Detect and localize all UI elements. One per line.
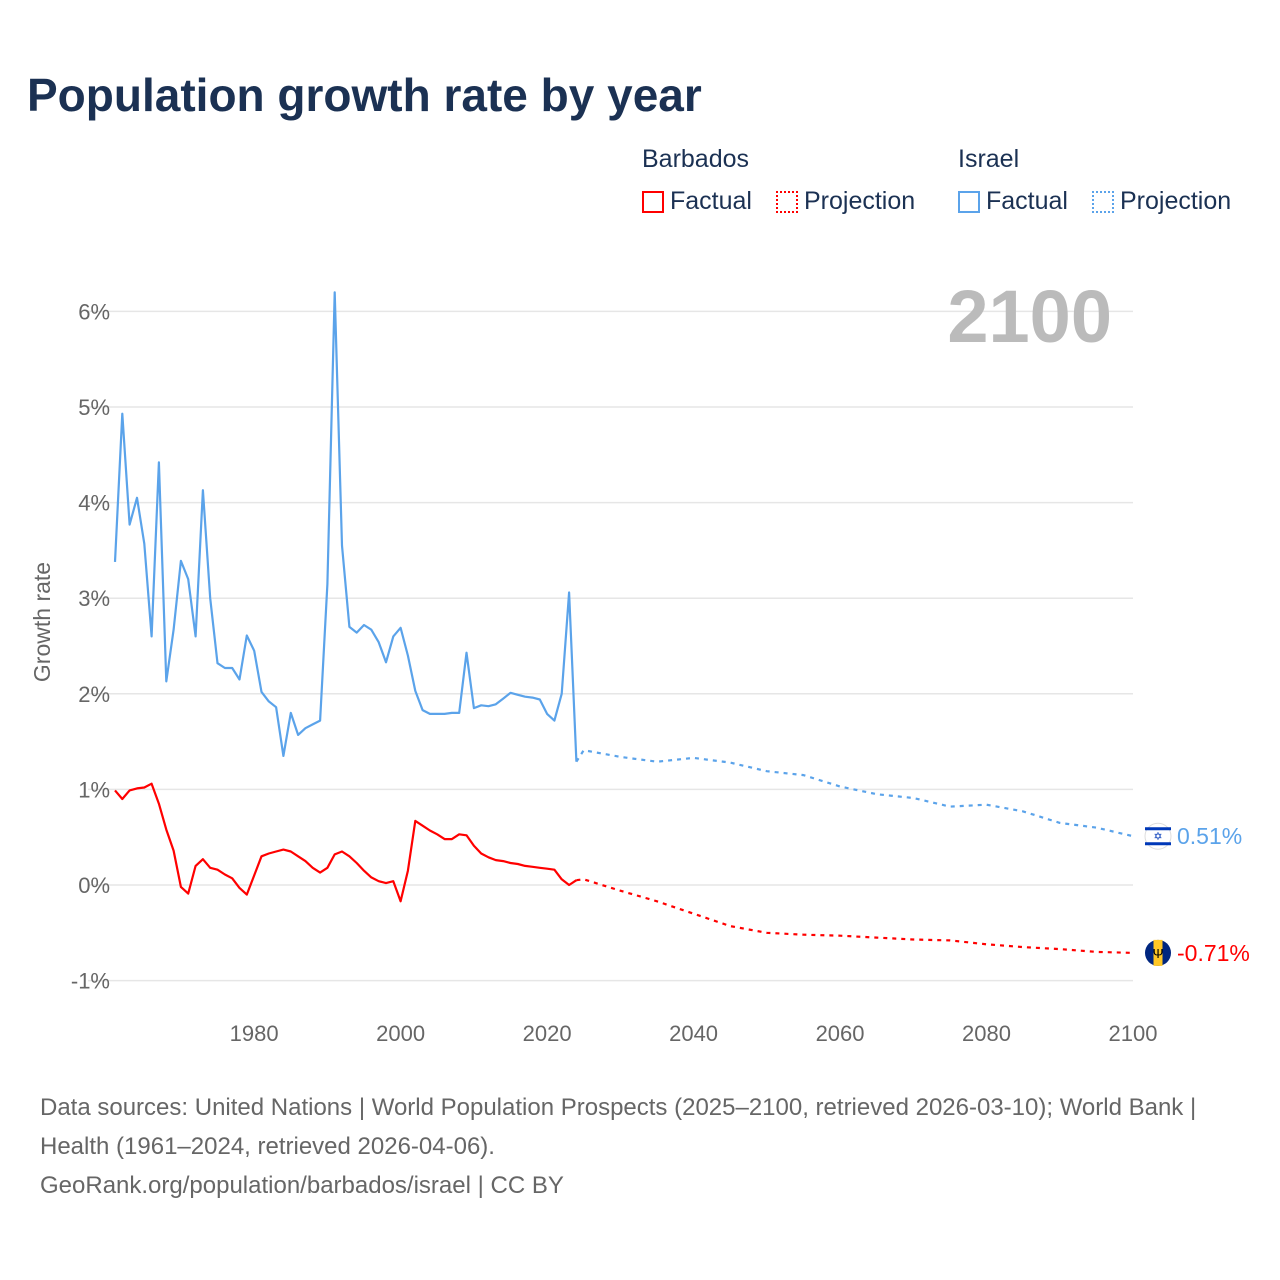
sources-text: Data sources: United Nations | World Pop…: [40, 1088, 1240, 1205]
legend-group-barbados: Barbados: [642, 145, 750, 173]
barbados-end-label: -0.71%: [1177, 940, 1250, 966]
legend-label: Factual: [986, 187, 1068, 215]
solid-swatch-icon: [958, 190, 980, 213]
israel-factual-line: [113, 291, 578, 762]
year-label: 2100: [947, 275, 1112, 358]
y-tick-label: 3%: [78, 586, 110, 611]
solid-swatch-icon: [642, 190, 664, 213]
y-tick-label: 1%: [78, 777, 110, 802]
legend-barbados-factual[interactable]: Factual: [642, 187, 752, 216]
barbados-flag-icon: Ψ: [1145, 939, 1171, 966]
barbados-projection-line: [576, 878, 1134, 954]
dotted-swatch-icon: [1092, 190, 1114, 213]
x-tick-label: 1980: [230, 1021, 279, 1046]
data-sources: Data sources: United Nations | World Pop…: [40, 1094, 1197, 1160]
barbados-factual-line: [114, 782, 578, 903]
legend-israel-factual[interactable]: Factual: [958, 187, 1068, 216]
y-tick-label: -1%: [71, 969, 110, 994]
dotted-swatch-icon: [776, 190, 798, 213]
chart-title: Population growth rate by year: [27, 69, 702, 121]
x-tick-label: 2100: [1109, 1021, 1158, 1046]
x-tick-label: 2020: [523, 1021, 572, 1046]
y-tick-label: 4%: [78, 491, 110, 516]
x-tick-label: 2040: [669, 1021, 718, 1046]
y-tick-label: 6%: [78, 299, 110, 324]
legend-label: Projection: [1120, 187, 1232, 215]
legend-group-israel: Israel: [958, 145, 1020, 173]
legend-label: Factual: [670, 187, 752, 215]
x-tick-label: 2080: [962, 1021, 1011, 1046]
legend-barbados-projection[interactable]: Projection: [776, 187, 915, 216]
y-tick-label: 2%: [78, 682, 110, 707]
israel-flag-icon: ✡: [1144, 822, 1172, 850]
line-chart: -1% 0% 1% 2% 3% 4% 5% 6% 1980 2000 2020 2040 2060 208…: [29, 275, 1250, 1046]
svg-text:✡: ✡: [1153, 831, 1162, 843]
legend-label: Projection: [804, 187, 916, 215]
y-axis-label: Growth rate: [29, 562, 55, 682]
legend-israel-projection[interactable]: Projection: [1092, 187, 1231, 216]
x-tick-label: 2060: [816, 1021, 865, 1046]
attribution-link[interactable]: GeoRank.org/population/barbados/israel |…: [40, 1172, 564, 1199]
y-tick-label: 5%: [78, 395, 110, 420]
x-tick-label: 2000: [376, 1021, 425, 1046]
y-tick-label: 0%: [78, 873, 110, 898]
svg-text:Ψ: Ψ: [1153, 946, 1164, 961]
israel-projection-line: [575, 748, 1134, 838]
israel-end-label: 0.51%: [1177, 823, 1242, 849]
